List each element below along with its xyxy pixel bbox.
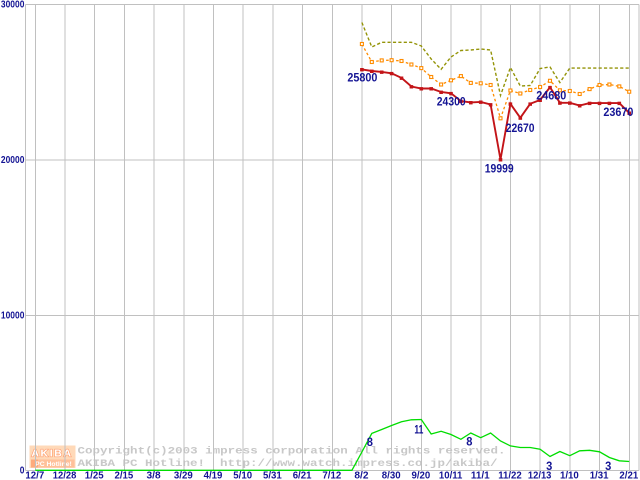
svg-text:23670: 23670 — [603, 107, 633, 119]
svg-text:11: 11 — [414, 425, 423, 437]
svg-text:12/28: 12/28 — [53, 471, 77, 480]
svg-text:2/15: 2/15 — [115, 471, 134, 480]
svg-text:10000: 10000 — [1, 311, 25, 322]
svg-text:4/19: 4/19 — [204, 471, 223, 480]
svg-text:3: 3 — [546, 461, 552, 473]
svg-text:24300: 24300 — [437, 96, 466, 108]
svg-text:9/20: 9/20 — [412, 471, 431, 480]
svg-text:1/10: 1/10 — [560, 471, 579, 480]
svg-text:11/1: 11/1 — [471, 471, 490, 480]
svg-text:10/11: 10/11 — [439, 471, 463, 480]
svg-text:6/21: 6/21 — [293, 471, 312, 480]
svg-text:1/31: 1/31 — [590, 471, 609, 480]
svg-text:30000: 30000 — [1, 0, 25, 11]
svg-text:7/12: 7/12 — [322, 471, 341, 480]
svg-text:20000: 20000 — [1, 155, 25, 166]
svg-text:8: 8 — [466, 437, 473, 449]
svg-text:24680: 24680 — [536, 91, 566, 103]
svg-text:11/22: 11/22 — [498, 471, 522, 480]
svg-text:3/8: 3/8 — [147, 471, 162, 480]
svg-text:0: 0 — [20, 466, 25, 477]
svg-text:12/7: 12/7 — [25, 471, 44, 480]
svg-text:25800: 25800 — [347, 73, 377, 85]
svg-text:Copyright(c)2003 impress corpo: Copyright(c)2003 impress corporation All… — [78, 446, 506, 458]
svg-text:8/30: 8/30 — [382, 471, 401, 480]
svg-text:5/31: 5/31 — [263, 471, 282, 480]
svg-text:22670: 22670 — [506, 123, 535, 135]
svg-text:8/2: 8/2 — [354, 471, 369, 480]
svg-text:2/21: 2/21 — [619, 471, 638, 480]
svg-text:12/13: 12/13 — [528, 471, 552, 480]
svg-text:AKIBA PC Hotline! http://www.: AKIBA PC Hotline! http://www.watch.impre… — [78, 458, 498, 470]
svg-text:AKIBA: AKIBA — [31, 448, 72, 460]
svg-text:5/10: 5/10 — [233, 471, 252, 480]
svg-text:PC Hotline!: PC Hotline! — [35, 461, 72, 468]
svg-text:3: 3 — [605, 461, 611, 473]
svg-text:3/29: 3/29 — [174, 471, 193, 480]
svg-text:19999: 19999 — [485, 163, 514, 175]
svg-text:8: 8 — [367, 437, 374, 449]
svg-text:1/25: 1/25 — [85, 471, 104, 480]
